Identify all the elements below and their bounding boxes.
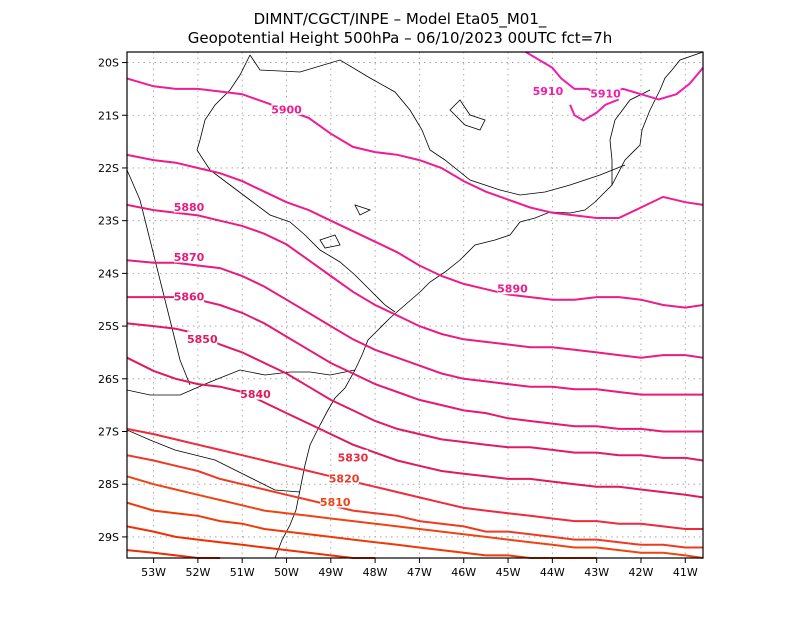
height-contours [126, 51, 704, 559]
x-tick-label: 48W [363, 566, 388, 579]
chart-title-line1: DIMNT/CGCT/INPE – Model Eta05_M01_ [254, 10, 547, 29]
x-tick-label: 50W [274, 566, 299, 579]
contour-label-5870: 5870 [174, 251, 205, 264]
contour-label-5880: 5880 [174, 201, 205, 214]
contour-label-5820: 5820 [329, 472, 360, 485]
contour-label-bg [337, 449, 368, 463]
contour-label-5910: 5910 [533, 85, 564, 98]
y-tick-label: 25S [98, 320, 119, 333]
x-tick-label: 53W [141, 566, 166, 579]
x-tick-label: 42W [629, 566, 654, 579]
x-tick-label: 47W [407, 566, 432, 579]
x-tick-label: 43W [584, 566, 609, 579]
state-border-sp-pr [196, 149, 396, 313]
contour-label-bg [240, 386, 271, 400]
y-tick-label: 29S [98, 531, 119, 544]
x-tick-label: 44W [540, 566, 565, 579]
x-axis-ticks: 53W 52W 51W 50W 49W 48W 47W 46W 45W 44W 43W 42W 41W [141, 558, 698, 579]
contour-label-5810: 5810 [320, 496, 351, 509]
y-tick-label: 24S [98, 267, 119, 280]
contour-line-5890 [126, 153, 704, 309]
contour-line-5830 [126, 427, 703, 530]
contour-label-5900: 5900 [271, 103, 302, 116]
contour-line-5800 [126, 501, 597, 559]
border-paraguay [126, 169, 191, 386]
x-tick-label: 51W [230, 566, 255, 579]
contour-line-5900 [126, 77, 704, 219]
contour-label-5910b: 5910 [590, 88, 621, 101]
contour-label-bg [329, 470, 360, 484]
contour-line-5840 [126, 356, 704, 499]
x-tick-label: 46W [451, 566, 476, 579]
state-border-sc-rs [126, 429, 301, 493]
x-tick-label: 41W [673, 566, 698, 579]
x-tick-label: 49W [318, 566, 343, 579]
contour-line-5810 [126, 475, 704, 559]
contour-label-bg [497, 281, 528, 295]
chart-title-line2: Geopotential Height 500hPa – 06/10/2023 … [188, 29, 612, 47]
contour-line-5780 [126, 549, 220, 559]
plot-frame [126, 51, 704, 559]
y-tick-label: 20S [98, 57, 119, 70]
contour-line-5880 [126, 203, 704, 359]
contour-line-5850 [126, 322, 704, 462]
lake-island-2 [354, 204, 372, 216]
y-tick-label: 22S [98, 162, 119, 175]
contour-label-bg [187, 331, 218, 345]
contour-line-5860 [127, 296, 703, 433]
lake-island [449, 99, 486, 131]
state-border-pr-sc [126, 369, 356, 396]
contour-label-5860: 5860 [174, 291, 205, 304]
state-border-sp-mg [249, 54, 626, 196]
lake-island-3 [319, 234, 341, 249]
contour-label-bg [590, 86, 621, 100]
y-tick-label: 23S [98, 215, 119, 228]
contour-label-5890: 5890 [497, 283, 528, 296]
x-tick-label: 45W [496, 566, 521, 579]
y-tick-label: 28S [98, 478, 119, 491]
contour-label-bg [271, 101, 302, 115]
contour-label-bg [174, 289, 205, 303]
contour-label-bg [174, 199, 205, 213]
dotted-grid [127, 52, 703, 558]
contour-label-5850: 5850 [187, 333, 218, 346]
y-tick-label: 26S [98, 373, 119, 386]
coastline [274, 51, 704, 559]
contour-label-bg [320, 494, 351, 508]
x-tick-label: 52W [185, 566, 210, 579]
coastline-and-borders [126, 51, 704, 559]
contour-line-5870 [126, 259, 703, 396]
contour-labels: 5910 5910 5900 5890 5880 5870 5860 5850 5840 5830… [174, 83, 621, 509]
state-border-sp-ms [196, 54, 251, 151]
y-tick-label: 21S [98, 109, 119, 122]
y-axis-ticks: 20S 21S 22S 23S 24S 25S 26S 27S 28S 29S [98, 57, 127, 544]
state-border-mg-es [609, 89, 651, 185]
contour-label-5830: 5830 [338, 451, 369, 464]
contour-label-5840: 5840 [240, 388, 271, 401]
contour-line-5910b [569, 98, 620, 122]
contour-line-5790 [126, 525, 376, 559]
contour-label-bg [174, 249, 205, 263]
contour-line-5820 [126, 454, 703, 549]
contour-label-bg [532, 83, 563, 97]
y-tick-label: 27S [98, 426, 119, 439]
